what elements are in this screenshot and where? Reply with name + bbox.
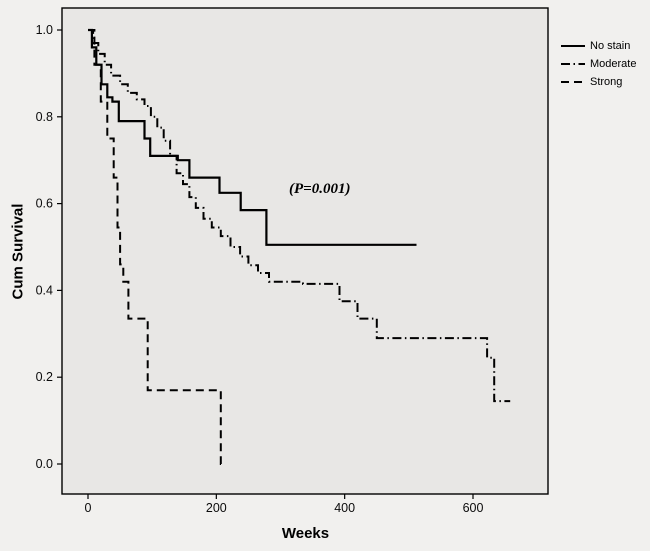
y-axis-label: Cum Survival [9, 203, 27, 300]
legend-label-moderate: Moderate [590, 58, 637, 70]
svg-text:0.4: 0.4 [36, 283, 53, 297]
svg-text:1.0: 1.0 [36, 23, 53, 37]
svg-text:600: 600 [463, 501, 484, 515]
svg-text:0.0: 0.0 [36, 457, 53, 471]
legend-item-no-stain: No stain [560, 40, 636, 52]
svg-text:0.8: 0.8 [36, 110, 53, 124]
no-stain-line-sample [561, 45, 585, 47]
moderate-line-sample [561, 63, 585, 65]
svg-text:400: 400 [334, 501, 355, 515]
legend: No stain Moderate Strong [560, 40, 636, 88]
legend-item-moderate: Moderate [560, 58, 636, 70]
p-value-annotation: (P=0.001) [289, 181, 351, 197]
svg-text:0: 0 [85, 501, 92, 515]
svg-text:0.6: 0.6 [36, 197, 53, 211]
legend-label-no-stain: No stain [590, 40, 631, 52]
svg-text:200: 200 [206, 501, 227, 515]
legend-item-strong: Strong [560, 76, 636, 88]
strong-line-sample [561, 81, 585, 83]
legend-label-strong: Strong [590, 76, 623, 88]
svg-text:0.2: 0.2 [36, 370, 53, 384]
x-axis-label: Weeks [281, 525, 330, 542]
